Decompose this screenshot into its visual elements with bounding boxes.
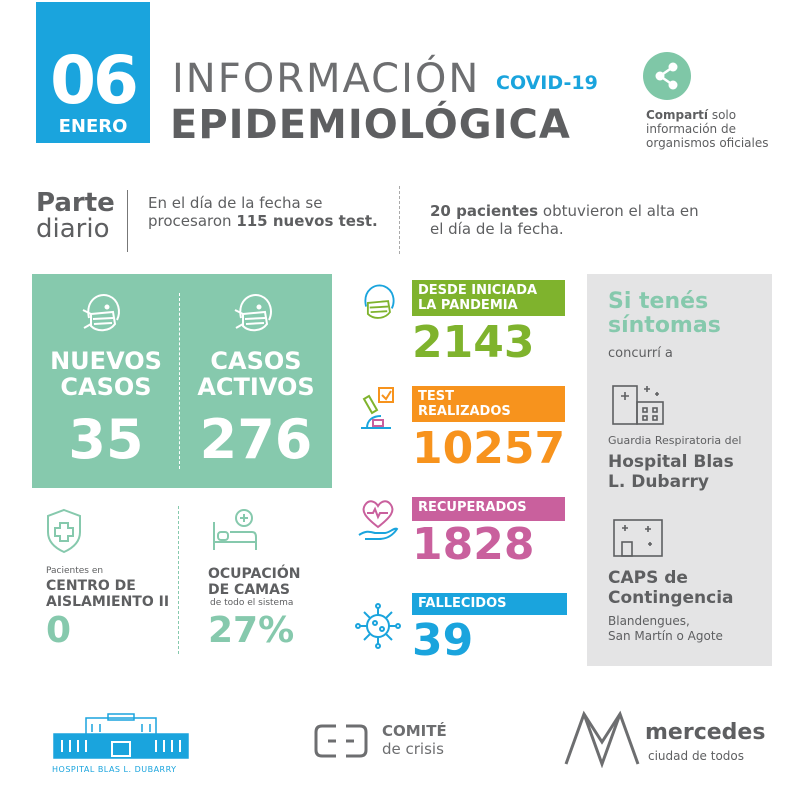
parte-text-tests: En el día de la fecha se procesaron 115 …	[148, 194, 378, 230]
title-line-1: INFORMACIÓN	[172, 56, 481, 102]
caps-name-2: Contingencia	[608, 588, 734, 608]
stat-pandemia-label: DESDE INICIADA LA PANDEMIA	[412, 280, 565, 316]
date-badge: 06 ENERO	[36, 2, 150, 143]
camas-label-2: DE CAMAS	[208, 582, 291, 598]
casos-activos-value: 276	[199, 408, 313, 471]
nuevos-casos-label: NUEVOS CASOS	[36, 348, 176, 400]
parte-text-tests-a: En el día de la fecha se procesaron	[148, 194, 323, 230]
share-icon	[643, 52, 691, 100]
aislamiento-label: CENTRO DE AISLAMIENTO II	[46, 578, 169, 610]
test-label-2: REALIZADOS	[418, 404, 511, 419]
caps-name: CAPS de Contingencia	[608, 568, 734, 608]
comite-text-2: de crisis	[382, 740, 444, 758]
activos-label-1: CASOS	[210, 347, 302, 375]
casos-activos-label: CASOS ACTIVOS	[184, 348, 328, 400]
symptoms-title-1: Si tenés	[608, 289, 709, 314]
aislamiento-label-2: AISLAMIENTO II	[46, 594, 170, 610]
stat-recuperados-value: 1828	[412, 519, 535, 570]
clinic-building-icon	[610, 516, 666, 562]
share-line-2: información de	[646, 122, 736, 136]
aislamiento-label-1: CENTRO DE	[46, 578, 136, 594]
cases-panel	[32, 274, 332, 488]
camas-value: 27%	[208, 610, 295, 651]
mask-face-icon	[77, 288, 127, 338]
share-message: Compartí solo información de organismos …	[646, 108, 786, 150]
hospital-name-2: L. Dubarry	[608, 472, 709, 492]
mercedes-logo-text: mercedes	[645, 720, 766, 745]
microscope-icon	[355, 384, 401, 436]
mask-face-icon	[229, 288, 279, 338]
hospital-logo	[52, 712, 190, 766]
divider	[178, 506, 179, 654]
nuevos-label-2: CASOS	[60, 373, 152, 401]
symptoms-sub: concurrí a	[608, 346, 673, 361]
parte-text-tests-b: 115 nuevos test.	[236, 212, 378, 230]
hospital-logo-text: HOSPITAL BLAS L. DUBARRY	[52, 765, 177, 774]
date-day: 06	[50, 42, 139, 119]
divider	[399, 186, 400, 254]
caps-address-1: Blandengues,	[608, 614, 690, 628]
stat-recuperados-label: RECUPERADOS	[412, 497, 565, 521]
guardia-text: Guardia Respiratoria del	[608, 434, 742, 447]
hospital-building-icon	[609, 380, 667, 430]
comite-logo-text: COMITÉ de crisis	[382, 722, 447, 758]
comite-text-1: COMITÉ	[382, 722, 447, 740]
share-rest: solo	[708, 108, 737, 122]
symptoms-title-2: síntomas	[608, 313, 721, 338]
caps-name-1: CAPS de	[608, 568, 688, 588]
parte-title-light: diario	[36, 214, 110, 244]
stat-test-value: 10257	[412, 423, 566, 474]
aislamiento-pre: Pacientes en	[46, 566, 104, 576]
stat-test-label: TEST REALIZADOS	[412, 386, 565, 422]
title-line-2: EPIDEMIOLÓGICA	[170, 102, 571, 148]
hospital-bed-icon	[210, 508, 260, 556]
title-tag: COVID-19	[496, 72, 598, 94]
camas-sub: de todo el sistema	[210, 598, 294, 608]
parte-diario-title: Parte diario	[36, 190, 115, 242]
comite-logo-icon	[312, 722, 372, 764]
stat-pandemia-value: 2143	[412, 317, 535, 368]
share-strong: Compartí	[646, 108, 709, 122]
nuevos-label-1: NUEVOS	[50, 347, 162, 375]
test-label-1: TEST	[418, 389, 454, 404]
cross-shield-icon	[45, 508, 83, 558]
mask-face-icon	[355, 278, 401, 330]
heart-hand-icon	[355, 495, 401, 547]
caps-address-2: San Martín o Agote	[608, 629, 723, 643]
symptoms-panel	[587, 274, 772, 666]
parte-text-altas-b: obtuvieron el alta en el día de la fecha…	[430, 202, 699, 238]
parte-text-altas-a: 20 pacientes	[430, 202, 539, 220]
hospital-name: Hospital Blas L. Dubarry	[608, 452, 734, 492]
caps-address: Blandengues, San Martín o Agote	[608, 614, 723, 644]
parte-text-altas: 20 pacientes obtuvieron el alta en el dí…	[430, 202, 700, 238]
divider	[127, 190, 128, 252]
divider	[179, 293, 180, 469]
aislamiento-value: 0	[46, 610, 72, 651]
virus-icon	[355, 602, 401, 654]
nuevos-casos-value: 35	[68, 408, 144, 471]
stat-fallecidos-value: 39	[412, 615, 474, 666]
activos-label-2: ACTIVOS	[197, 373, 315, 401]
date-month: ENERO	[58, 116, 128, 137]
pandemia-label-2: LA PANDEMIA	[418, 298, 518, 313]
symptoms-title: Si tenés síntomas	[608, 290, 721, 338]
hospital-name-1: Hospital Blas	[608, 452, 734, 472]
camas-label-1: OCUPACIÓN	[208, 566, 301, 582]
parte-title-bold: Parte	[36, 188, 115, 218]
mercedes-tagline: ciudad de todos	[648, 749, 745, 763]
mercedes-logo-icon	[562, 708, 642, 772]
pandemia-label-1: DESDE INICIADA	[418, 283, 538, 298]
stat-fallecidos-label: FALLECIDOS	[412, 593, 567, 615]
share-line-3: organismos oficiales	[646, 136, 769, 150]
camas-label: OCUPACIÓN DE CAMAS	[208, 566, 300, 598]
